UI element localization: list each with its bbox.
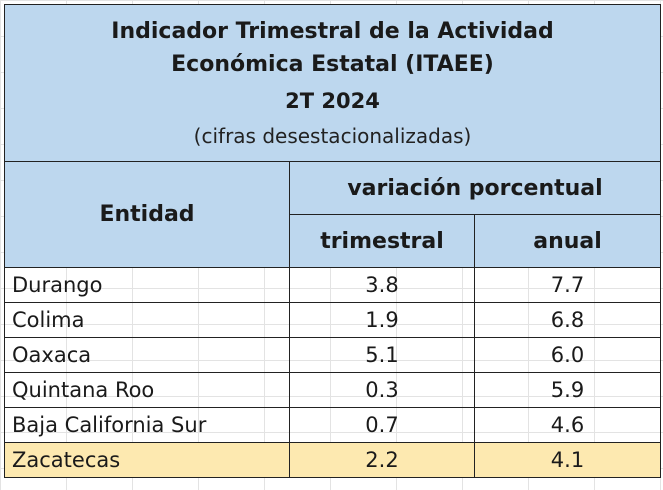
table-row: Baja California Sur 0.7 4.6 — [4, 407, 662, 443]
seasonal-note: (cifras desestacionalizadas) — [193, 124, 472, 148]
header-annual[interactable]: anual — [473, 214, 662, 268]
cell-quarterly[interactable]: 5.1 — [289, 337, 475, 373]
title-line-2: Económica Estatal (ITAEE) — [171, 52, 494, 77]
cell-quarterly[interactable]: 0.7 — [289, 407, 475, 443]
itaee-table: Indicador Trimestral de la Actividad Eco… — [3, 4, 662, 478]
cell-annual[interactable]: 4.6 — [473, 407, 662, 443]
cell-quarterly[interactable]: 2.2 — [289, 442, 475, 478]
cell-entity[interactable]: Quintana Roo — [4, 372, 290, 408]
cell-annual[interactable]: 5.9 — [473, 372, 662, 408]
cell-entity[interactable]: Oaxaca — [4, 337, 290, 373]
cell-annual[interactable]: 6.0 — [473, 337, 662, 373]
table-row: Durango 3.8 7.7 — [4, 267, 662, 303]
header-variation-group[interactable]: variación porcentual — [288, 161, 662, 215]
cell-annual[interactable]: 7.7 — [473, 267, 662, 303]
cell-annual[interactable]: 4.1 — [473, 442, 662, 478]
cell-entity[interactable]: Baja California Sur — [4, 407, 290, 443]
itaee-table-container: Indicador Trimestral de la Actividad Eco… — [3, 4, 662, 478]
cell-quarterly[interactable]: 0.3 — [289, 372, 475, 408]
period-label: 2T 2024 — [285, 89, 380, 113]
cell-entity[interactable]: Colima — [4, 302, 290, 338]
table-row-highlighted: Zacatecas 2.2 4.1 — [4, 442, 662, 478]
table-row: Colima 1.9 6.8 — [4, 302, 662, 338]
table-row: Quintana Roo 0.3 5.9 — [4, 372, 662, 408]
cell-entity[interactable]: Durango — [4, 267, 290, 303]
cell-quarterly[interactable]: 1.9 — [289, 302, 475, 338]
header-quarterly[interactable]: trimestral — [289, 214, 475, 268]
header-entity[interactable]: Entidad — [4, 161, 290, 268]
cell-annual[interactable]: 6.8 — [473, 302, 662, 338]
table-row: Oaxaca 5.1 6.0 — [4, 337, 662, 373]
cell-quarterly[interactable]: 3.8 — [289, 267, 475, 303]
title-line-1: Indicador Trimestral de la Actividad — [111, 19, 554, 44]
cell-entity[interactable]: Zacatecas — [4, 442, 290, 478]
table-title-cell[interactable]: Indicador Trimestral de la Actividad Eco… — [3, 4, 662, 162]
